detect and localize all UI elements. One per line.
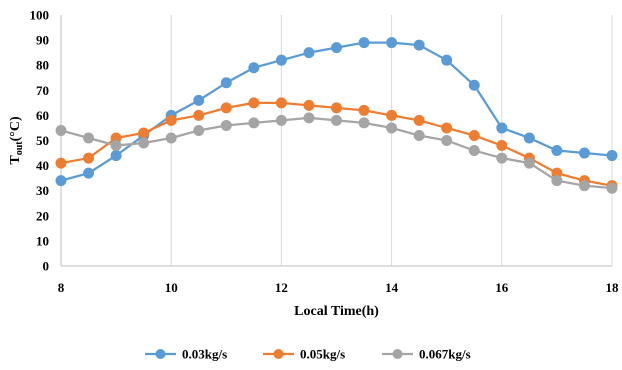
data-point <box>496 122 508 134</box>
data-point <box>358 37 370 49</box>
y-tick-label-40: 40 <box>36 158 49 173</box>
legend-marker <box>155 349 166 359</box>
y-tick-label-90: 90 <box>36 33 49 48</box>
legend-item-2: 0.05kg/s <box>263 347 345 362</box>
x-tick-label-14: 14 <box>385 280 399 295</box>
legend: 0.03kg/s 0.05kg/s 0.067kg/s <box>145 347 471 362</box>
y-tick-label-30: 30 <box>36 183 49 198</box>
data-point <box>496 152 508 164</box>
data-point <box>331 102 342 114</box>
series-3 <box>55 112 618 194</box>
data-point <box>110 140 122 152</box>
data-point <box>138 137 150 149</box>
y-tick-label-80: 80 <box>36 58 49 73</box>
x-tick-label-16: 16 <box>495 280 509 295</box>
data-point <box>386 122 398 134</box>
data-point <box>386 109 398 121</box>
data-point <box>220 77 232 89</box>
data-point <box>523 157 535 169</box>
y-axis-title-unit: (°C) <box>8 116 23 141</box>
series-1 <box>55 37 618 187</box>
y-tick-label-0: 0 <box>43 259 50 274</box>
y-tick-label-10: 10 <box>36 233 49 248</box>
data-point <box>55 175 67 187</box>
data-point <box>55 157 67 169</box>
data-point <box>413 129 425 141</box>
data-point <box>358 117 370 129</box>
data-point <box>441 135 453 146</box>
data-point <box>303 47 315 59</box>
y-axis-title-subscript: out <box>14 141 25 156</box>
data-point <box>441 122 453 134</box>
data-point <box>606 182 618 194</box>
y-tick-label-50: 50 <box>36 133 49 148</box>
data-point <box>138 127 150 139</box>
data-point <box>578 180 590 192</box>
y-tick-label-20: 20 <box>36 208 49 223</box>
tick-labels: 0 10 20 30 40 50 60 70 80 90 100 8 10 12 14 16 18 <box>30 8 620 296</box>
data-point <box>468 145 480 157</box>
data-point <box>496 140 508 152</box>
y-tick-label-60: 60 <box>36 108 49 123</box>
x-axis-title: Local Time(h) <box>294 304 379 319</box>
data-point <box>578 147 590 159</box>
axes <box>60 15 612 267</box>
data-point <box>275 114 287 126</box>
data-point <box>83 167 95 179</box>
data-point <box>220 119 232 131</box>
data-point <box>523 132 535 144</box>
data-point <box>606 150 618 162</box>
data-point <box>386 37 398 49</box>
data-point <box>248 117 260 129</box>
data-point <box>441 54 453 66</box>
x-tick-label-12: 12 <box>275 280 288 295</box>
legend-item-1: 0.03kg/s <box>145 347 227 362</box>
data-point <box>551 145 563 157</box>
x-tick-label-18: 18 <box>606 280 620 295</box>
data-point <box>193 94 205 106</box>
x-tick-label-10: 10 <box>165 280 178 295</box>
data-point <box>413 39 425 51</box>
x-tick-label-8: 8 <box>58 280 65 295</box>
data-point <box>193 124 205 136</box>
data-point <box>248 62 260 74</box>
data-point <box>275 54 287 66</box>
data-point <box>303 112 315 124</box>
data-point <box>331 42 342 54</box>
data-point <box>83 132 95 144</box>
data-point <box>83 152 95 164</box>
data-point <box>248 97 260 109</box>
data-point <box>468 129 480 141</box>
data-point <box>193 109 205 121</box>
legend-label: 0.03kg/s <box>182 347 227 362</box>
y-tick-label-70: 70 <box>36 83 49 98</box>
y-axis-title-main: T <box>8 155 23 165</box>
data-point <box>165 132 177 144</box>
data-point <box>220 102 232 114</box>
data-point <box>358 104 370 116</box>
series-2 <box>55 97 618 192</box>
data-point <box>55 124 67 136</box>
data-point <box>165 114 177 126</box>
legend-marker <box>273 349 284 359</box>
legend-item-3: 0.067kg/s <box>382 347 471 362</box>
data-point <box>331 114 342 126</box>
series-layer <box>55 37 618 194</box>
y-axis-title: Tout(°C) <box>8 116 25 165</box>
data-point <box>413 114 425 126</box>
data-point <box>303 99 315 111</box>
data-point <box>110 150 122 162</box>
legend-marker <box>392 349 403 359</box>
legend-label: 0.067kg/s <box>419 347 471 362</box>
data-point <box>551 175 563 187</box>
data-point <box>275 97 287 109</box>
data-point <box>468 79 480 91</box>
y-tick-label-100: 100 <box>30 8 50 23</box>
legend-label: 0.05kg/s <box>300 347 345 362</box>
